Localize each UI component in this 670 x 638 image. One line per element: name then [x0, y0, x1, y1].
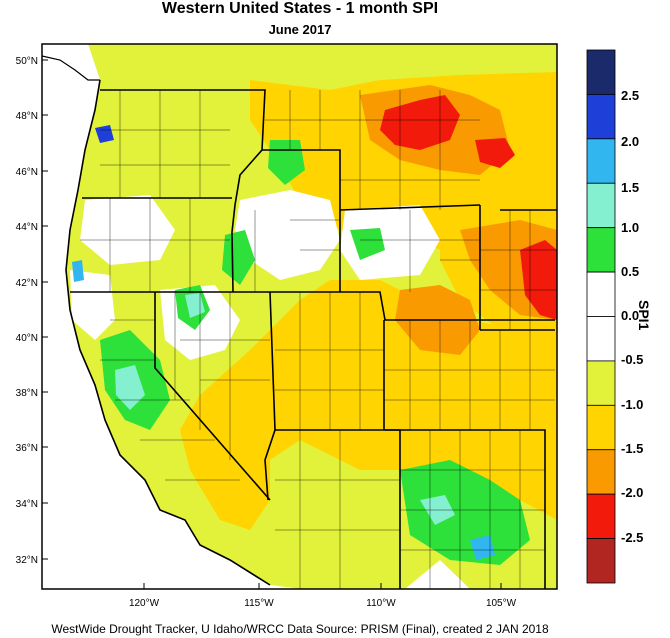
region-white-ca-coast	[70, 270, 115, 340]
lat-label: 46°N	[16, 167, 38, 178]
pacific-ocean	[42, 44, 300, 589]
region-blue-puget	[95, 125, 114, 143]
lon-label: 115°W	[244, 598, 274, 609]
lat-label: 32°N	[16, 555, 38, 566]
legend-bin	[586, 182, 616, 229]
map-frame	[41, 43, 558, 590]
lat-label: 34°N	[16, 499, 38, 510]
legend-bin	[586, 271, 616, 317]
region-green-idaho	[222, 230, 255, 285]
lat-label: 48°N	[16, 111, 38, 122]
legend-title: SPI1	[636, 300, 652, 331]
lat-label: 36°N	[16, 443, 38, 454]
lat-label: 44°N	[16, 222, 38, 233]
legend-tick-label: 1.0	[621, 220, 639, 235]
legend-bin	[586, 360, 616, 406]
lat-axis: 50°N 48°N 46°N 44°N 42°N 40°N 38°N 36°N …	[16, 56, 48, 566]
lat-label: 50°N	[16, 56, 38, 67]
lon-label: 110°W	[366, 598, 396, 609]
legend-bin	[586, 493, 616, 539]
legend-tick-label: 0.5	[621, 264, 639, 279]
map-subtitle: June 2017	[268, 22, 332, 37]
region-white-oregon	[80, 195, 175, 265]
lat-label: 38°N	[16, 388, 38, 399]
region-white-wyoming	[340, 205, 440, 280]
region-lightblue-oregon	[72, 260, 84, 282]
region-lightblue-nm	[470, 535, 495, 560]
legend-labels: 2.5 2.0 1.5 1.0 0.5 0.0 -0.5 -1.0 -1.5 -…	[621, 88, 643, 545]
legend-bin	[586, 404, 616, 451]
lon-label: 120°W	[129, 598, 160, 609]
legend-tick-label: 2.0	[621, 134, 639, 149]
region-aqua-sierra	[115, 365, 145, 410]
coastline-north	[42, 55, 100, 81]
legend-bin	[586, 316, 616, 362]
lat-label: 42°N	[16, 278, 38, 289]
lon-label: 105°W	[486, 598, 517, 609]
region-white-idaho	[235, 190, 340, 280]
color-legend	[586, 49, 616, 584]
legend-bin	[586, 138, 616, 184]
region-red-mt2	[475, 138, 515, 168]
legend-tick-label: -1.5	[621, 441, 643, 456]
legend-tick-label: -1.0	[621, 397, 643, 412]
legend-tick-label: 2.5	[621, 88, 639, 103]
map-title: Western United States - 1 month SPI	[161, 0, 439, 17]
lat-label: 40°N	[16, 333, 38, 344]
legend-tick-label: 1.5	[621, 180, 639, 195]
legend-tick-label: -0.5	[621, 352, 643, 367]
region-green-idaho-n	[268, 140, 305, 185]
county-lines	[80, 90, 557, 589]
legend-tick-label: -2.0	[621, 485, 643, 500]
legend-bin	[586, 538, 616, 584]
legend-tick-label: -2.5	[621, 530, 643, 545]
lon-axis: 120°W 115°W 110°W 105°W	[129, 583, 517, 609]
legend-bin	[586, 227, 616, 273]
region-green-nm	[400, 460, 530, 565]
region-green-wy	[350, 228, 385, 260]
legend-bin	[586, 94, 616, 140]
legend-bin	[586, 49, 616, 95]
legend-bin	[586, 449, 616, 495]
legend-tick-label: 0.0	[621, 308, 639, 323]
credit-line: WestWide Drought Tracker, U Idaho/WRCC D…	[51, 622, 549, 636]
coastline	[65, 79, 271, 586]
region-red-ne	[520, 240, 557, 320]
